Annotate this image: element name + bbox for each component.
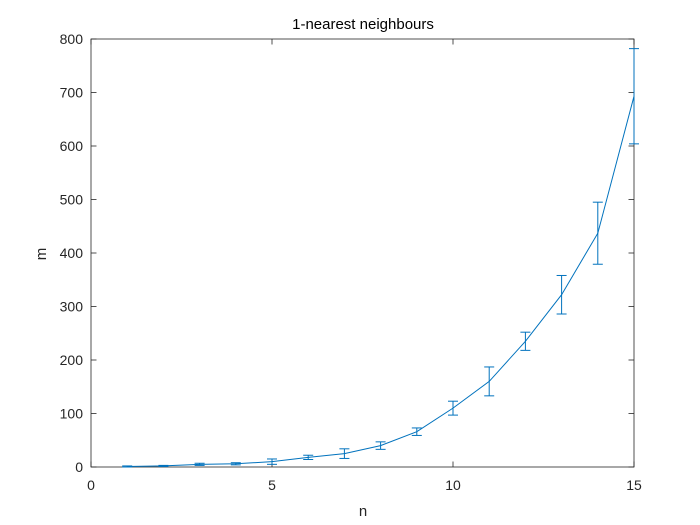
- y-tick-label: 700: [60, 85, 84, 101]
- error-bar: [556, 274, 567, 315]
- y-axis: 0 100 200 300 400 500 600 700 800: [60, 31, 634, 475]
- x-tick-label: 5: [268, 477, 276, 493]
- y-tick-label: 100: [60, 406, 84, 422]
- x-tick-label: 15: [626, 477, 642, 493]
- y-tick-label: 300: [60, 299, 84, 315]
- error-bar: [194, 462, 205, 466]
- y-tick-label: 400: [60, 245, 84, 261]
- x-axis-label: n: [359, 503, 367, 520]
- x-tick-label: 0: [87, 477, 95, 493]
- x-axis: 0 5 10 15: [87, 39, 642, 493]
- error-bar: [303, 454, 314, 461]
- error-bar: [339, 448, 350, 459]
- chart-title: 1-nearest neighbours: [292, 16, 434, 33]
- error-bar: [158, 464, 169, 467]
- error-bar: [448, 400, 458, 416]
- error-bar: [230, 462, 241, 466]
- error-bar: [520, 331, 531, 351]
- axes-box: [90, 38, 635, 468]
- error-bar: [375, 441, 386, 450]
- y-tick-label: 500: [60, 192, 84, 208]
- plot-frame: [90, 38, 635, 468]
- error-bar: [484, 366, 495, 397]
- error-bar: [592, 201, 603, 265]
- y-tick-label: 800: [60, 31, 84, 47]
- x-tick-label: 10: [445, 477, 461, 493]
- y-tick-label: 600: [60, 138, 84, 154]
- error-bar: [122, 465, 133, 468]
- error-bar: [267, 458, 277, 465]
- y-tick-label: 200: [60, 352, 84, 368]
- error-bar: [629, 48, 639, 145]
- error-bar: [411, 427, 422, 436]
- y-axis-label: m: [33, 248, 50, 261]
- series-group: [122, 48, 639, 468]
- y-tick-label: 0: [75, 459, 83, 475]
